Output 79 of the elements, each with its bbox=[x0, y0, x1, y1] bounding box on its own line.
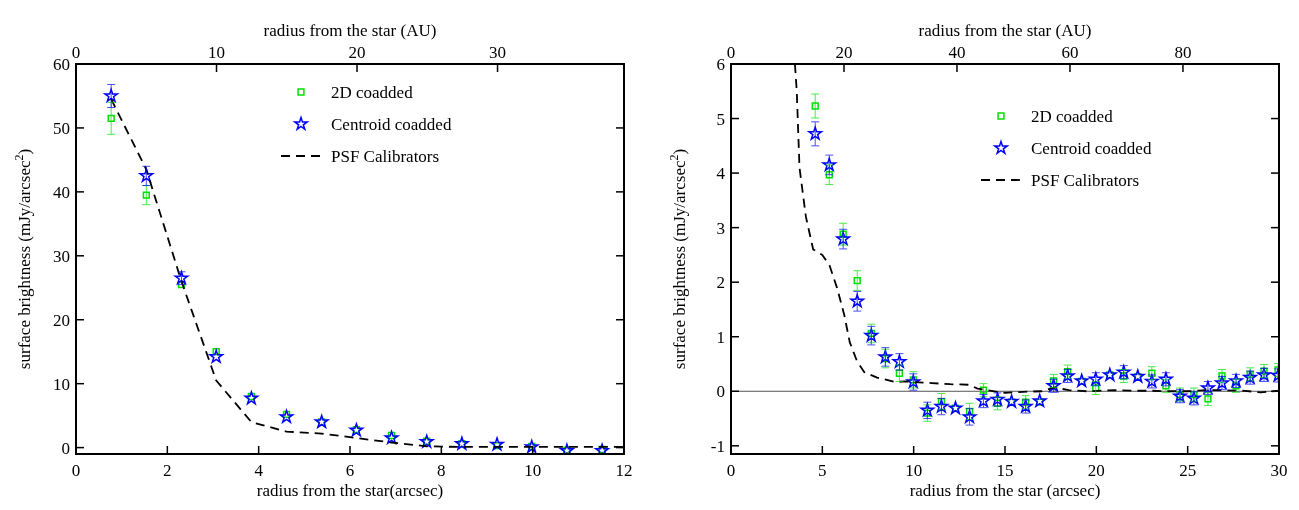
point bbox=[1032, 393, 1047, 408]
legend-label: 2D coadded bbox=[1031, 107, 1114, 126]
x-tick-label: 6 bbox=[345, 461, 355, 480]
point bbox=[139, 168, 154, 182]
legend-label: PSF Calibrators bbox=[331, 147, 440, 166]
point bbox=[524, 439, 539, 454]
x2-tick-label: 60 bbox=[1061, 43, 1079, 62]
point bbox=[209, 349, 224, 363]
x-tick-label: 4 bbox=[254, 461, 264, 480]
y-tick-label: 10 bbox=[53, 374, 70, 394]
legend-label: Centroid coadded bbox=[1031, 139, 1152, 158]
x2-axis-title: radius from the star (AU) bbox=[263, 21, 437, 40]
x2-tick-label: 80 bbox=[1174, 43, 1192, 62]
point bbox=[244, 391, 259, 405]
x2-tick-label: 30 bbox=[489, 43, 507, 62]
point bbox=[1130, 369, 1145, 383]
y-tick-label: -1 bbox=[710, 436, 725, 456]
point bbox=[142, 191, 150, 199]
point bbox=[1092, 384, 1100, 392]
x-tick-label: 12 bbox=[615, 461, 633, 480]
y-tick-label: 3 bbox=[716, 218, 725, 238]
y-tick-label: 5 bbox=[716, 109, 725, 129]
point bbox=[1148, 369, 1156, 377]
legend-label: 2D coadded bbox=[331, 83, 414, 102]
point bbox=[104, 88, 119, 103]
point bbox=[384, 430, 399, 445]
point bbox=[878, 349, 893, 363]
x-tick-label: 15 bbox=[996, 461, 1014, 480]
y-tick-label: 2 bbox=[716, 273, 725, 293]
y-tick-label: 0 bbox=[61, 438, 70, 458]
point bbox=[1232, 382, 1240, 390]
point bbox=[107, 114, 115, 123]
x-tick-label: 30 bbox=[1270, 461, 1288, 480]
y-tick-label: 1 bbox=[716, 327, 725, 347]
y-tick-label: 40 bbox=[53, 182, 70, 202]
x-tick-label: 5 bbox=[818, 461, 827, 480]
point bbox=[836, 231, 851, 246]
x2-tick-label: 20 bbox=[348, 43, 366, 62]
point bbox=[454, 436, 469, 450]
x2-tick-label: 10 bbox=[208, 43, 226, 62]
x-tick-label: 8 bbox=[437, 461, 446, 480]
point bbox=[895, 369, 904, 377]
legend-label: Centroid coadded bbox=[331, 115, 452, 134]
point bbox=[1102, 367, 1117, 381]
y-tick-label: 6 bbox=[716, 55, 725, 74]
y-tick-label: 4 bbox=[716, 164, 726, 184]
point bbox=[822, 157, 837, 171]
point bbox=[808, 126, 823, 140]
point bbox=[1218, 372, 1226, 380]
x-tick-label: 10 bbox=[905, 461, 923, 480]
point bbox=[850, 293, 865, 308]
legend-label: PSF Calibrators bbox=[1031, 171, 1140, 190]
x-axis-title: radius from the star (arcsec) bbox=[909, 481, 1101, 500]
x2-axis-title: radius from the star (AU) bbox=[918, 21, 1092, 40]
point bbox=[979, 386, 988, 394]
x-tick-label: 25 bbox=[1179, 461, 1197, 480]
y-tick-label: 0 bbox=[716, 382, 725, 402]
point bbox=[948, 400, 963, 415]
point bbox=[419, 434, 434, 448]
x-tick-label: 2 bbox=[163, 461, 172, 480]
point bbox=[853, 276, 861, 285]
point bbox=[279, 409, 294, 423]
x2-tick-label: 20 bbox=[835, 43, 853, 62]
y-tick-label: 30 bbox=[53, 246, 70, 266]
point bbox=[811, 102, 819, 110]
x-tick-label: 10 bbox=[524, 461, 542, 480]
y-tick-label: 60 bbox=[53, 55, 70, 74]
point bbox=[490, 437, 505, 451]
point bbox=[314, 414, 329, 429]
y-tick-label: 20 bbox=[53, 310, 70, 330]
x2-tick-label: 40 bbox=[948, 43, 966, 62]
point bbox=[1004, 394, 1019, 408]
point bbox=[864, 328, 879, 342]
point bbox=[1204, 395, 1212, 403]
x-tick-label: 20 bbox=[1087, 461, 1105, 480]
point bbox=[1074, 373, 1089, 387]
y-tick-label: 50 bbox=[53, 118, 70, 138]
x-axis-title: radius from the star(arcsec) bbox=[256, 481, 444, 500]
point bbox=[839, 230, 847, 238]
